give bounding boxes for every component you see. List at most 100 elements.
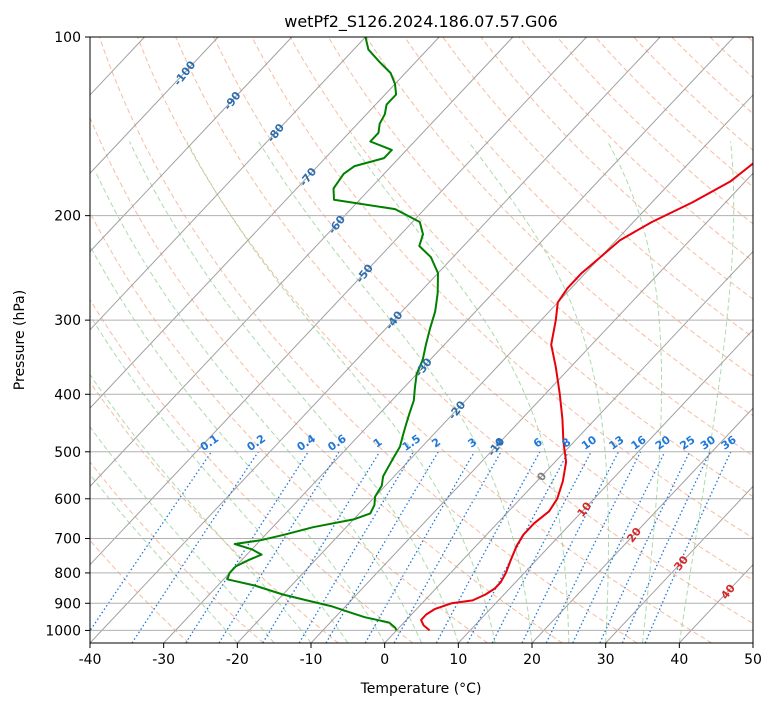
- mixing-ratio-line: [466, 451, 570, 643]
- mixing-ratio-label: 0.6: [325, 432, 349, 454]
- dry-adiabat: [671, 37, 753, 115]
- mixing-ratio-label: 30: [698, 433, 718, 453]
- dry-adiabat: [709, 37, 753, 79]
- mixing-ratio-line: [435, 451, 541, 643]
- y-tick-label: 700: [54, 532, 81, 548]
- dry-adiabat: [98, 37, 638, 643]
- mixing-ratio-line: [521, 451, 620, 643]
- dry-adiabat: [213, 37, 753, 581]
- chart-title: wetPf2_S126.2024.186.07.57.G06: [284, 12, 558, 32]
- isotherm-line: [90, 37, 661, 643]
- dry-adiabat: [175, 37, 753, 624]
- pressure-gridlines: [90, 36, 753, 631]
- dry-adiabat: [90, 298, 414, 643]
- dry-adiabat: [90, 461, 264, 643]
- x-tick-label: 50: [744, 652, 762, 668]
- isotherm-line: [90, 37, 514, 488]
- mixing-ratio-label: 13: [606, 433, 626, 452]
- sounding-series: [226, 37, 753, 632]
- y-tick-label: 900: [54, 596, 81, 612]
- isotherm-line: [236, 94, 753, 643]
- y-axis: 100 200 300 400 500 600 700 800 900 1000: [45, 30, 90, 639]
- isoline-labels: 0.1 0.2 0.4 0.6 1 1.5 2 3 4 6 8 10 13 16 20 25 30 36-100-…: [171, 58, 739, 602]
- isotherm-line: [310, 172, 753, 643]
- background-lines: [0, 37, 753, 643]
- dewpoint-profile-line: [226, 37, 439, 631]
- isotherm-line: [752, 642, 753, 643]
- y-tick-label: 200: [54, 209, 81, 225]
- x-tick-label: -40: [79, 652, 102, 668]
- isotherm-line: [90, 37, 587, 566]
- dry-adiabat: [556, 37, 753, 225]
- y-tick-label: 500: [54, 445, 81, 461]
- dry-adiabat: [289, 37, 753, 498]
- dry-adiabat: [747, 37, 753, 43]
- moist-adiabat: [90, 473, 238, 643]
- temperature-profile-line: [420, 162, 753, 632]
- dry-adiabat: [480, 37, 753, 300]
- moist-adiabat: [96, 173, 422, 643]
- moist-adiabat: [349, 141, 570, 643]
- mixing-ratio-label: 0.2: [245, 432, 268, 454]
- isotherm-line: [605, 485, 753, 643]
- mixing-ratio-label: 25: [678, 433, 698, 452]
- x-tick-label: 0: [380, 652, 389, 668]
- x-tick-label: 40: [670, 652, 688, 668]
- mixing-ratio-line: [298, 451, 415, 643]
- mixing-ratio-line: [218, 451, 340, 643]
- mixing-ratio-line: [90, 451, 212, 632]
- dry-adiabat: [251, 37, 753, 539]
- y-tick-label: 400: [54, 387, 81, 403]
- mixing-ratio-label: 0.4: [295, 432, 319, 454]
- moist-adiabat: [90, 314, 349, 643]
- x-tick-label: -20: [226, 652, 249, 668]
- mixing-ratio-label: 2: [429, 435, 443, 450]
- y-tick-label: 300: [54, 313, 81, 329]
- y-axis-title: Pressure (hPa): [12, 290, 28, 390]
- isotherm-line: [0, 37, 71, 643]
- isotherm-line: [90, 37, 219, 174]
- isotherm-line: [90, 37, 293, 253]
- x-axis-title: Temperature (°C): [360, 681, 482, 697]
- x-tick-label: 20: [523, 652, 541, 668]
- isotherm-line: [163, 37, 735, 643]
- plot-frame: [89, 36, 754, 644]
- moist-adiabat: [90, 425, 275, 643]
- isotherm-line: [384, 250, 753, 643]
- mixing-ratio-label: 8: [560, 435, 574, 450]
- dry-adiabat: [404, 37, 753, 377]
- mixing-ratio-label: 36: [719, 433, 739, 453]
- mixing-ratio-label: 0.1: [198, 432, 221, 454]
- dry-adiabat: [90, 116, 563, 643]
- mixing-ratio-label: 16: [629, 433, 649, 453]
- isotherm-line: [457, 329, 753, 643]
- mixing-ratio-line: [131, 451, 259, 643]
- x-tick-label: 10: [449, 652, 467, 668]
- mixing-ratio-line: [185, 451, 309, 643]
- x-tick-label: -10: [300, 652, 323, 668]
- dry-adiabat: [633, 37, 753, 151]
- dry-adiabat: [595, 37, 753, 188]
- moist-adiabat: [90, 244, 386, 643]
- isotherm-line: [531, 407, 753, 643]
- x-tick-label: -30: [152, 652, 175, 668]
- moist-adiabat: [467, 141, 609, 643]
- dry-adiabat: [137, 37, 712, 643]
- x-axis: -40 -30 -20 -10 0 10 20 30 40 50: [79, 643, 762, 668]
- mixing-ratio-label: 20: [653, 433, 673, 453]
- moist-adiabat: [90, 373, 312, 643]
- isotherm-line: [90, 37, 440, 409]
- mixing-ratio-label: 10: [579, 433, 599, 453]
- y-tick-label: 600: [54, 492, 81, 508]
- mixing-ratio-line: [644, 451, 732, 643]
- mixing-ratio-line: [393, 451, 502, 643]
- mixing-ratio-line: [599, 451, 691, 643]
- moist-adiabat: [607, 141, 663, 643]
- y-tick-label: 100: [54, 30, 81, 46]
- mixing-ratio-line: [262, 451, 381, 643]
- mixing-ratio-line: [572, 451, 666, 643]
- dry-adiabat: [90, 539, 190, 643]
- mixing-ratio-label: 1: [371, 435, 385, 450]
- y-tick-label: 1000: [45, 623, 81, 639]
- dry-adiabat: [442, 37, 753, 339]
